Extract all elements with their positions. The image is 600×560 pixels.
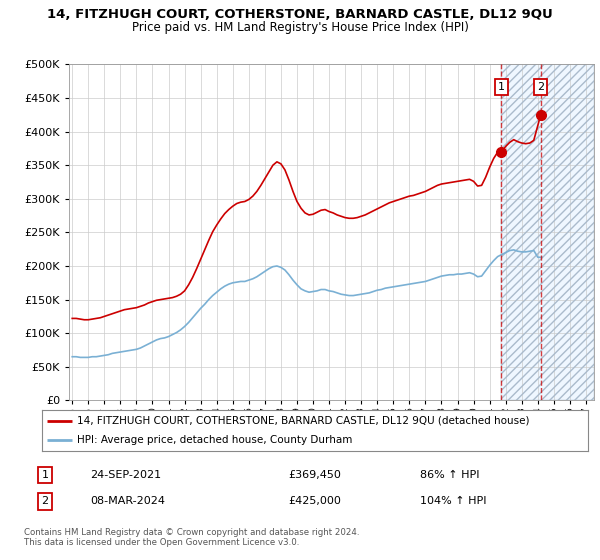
Text: HPI: Average price, detached house, County Durham: HPI: Average price, detached house, Coun… (77, 435, 353, 445)
Text: Contains HM Land Registry data © Crown copyright and database right 2024.
This d: Contains HM Land Registry data © Crown c… (24, 528, 359, 547)
Text: 2: 2 (41, 496, 49, 506)
Text: 2: 2 (537, 82, 544, 92)
Text: 14, FITZHUGH COURT, COTHERSTONE, BARNARD CASTLE, DL12 9QU: 14, FITZHUGH COURT, COTHERSTONE, BARNARD… (47, 8, 553, 21)
Text: 08-MAR-2024: 08-MAR-2024 (90, 496, 165, 506)
Text: 1: 1 (41, 470, 49, 480)
Text: 24-SEP-2021: 24-SEP-2021 (90, 470, 161, 480)
Text: 14, FITZHUGH COURT, COTHERSTONE, BARNARD CASTLE, DL12 9QU (detached house): 14, FITZHUGH COURT, COTHERSTONE, BARNARD… (77, 416, 530, 426)
Text: £369,450: £369,450 (288, 470, 341, 480)
Bar (502, 64, 594, 400)
Bar (502, 64, 594, 400)
Text: £425,000: £425,000 (288, 496, 341, 506)
Text: 104% ↑ HPI: 104% ↑ HPI (420, 496, 487, 506)
Text: Price paid vs. HM Land Registry's House Price Index (HPI): Price paid vs. HM Land Registry's House … (131, 21, 469, 34)
Text: 86% ↑ HPI: 86% ↑ HPI (420, 470, 479, 480)
Text: 1: 1 (498, 82, 505, 92)
